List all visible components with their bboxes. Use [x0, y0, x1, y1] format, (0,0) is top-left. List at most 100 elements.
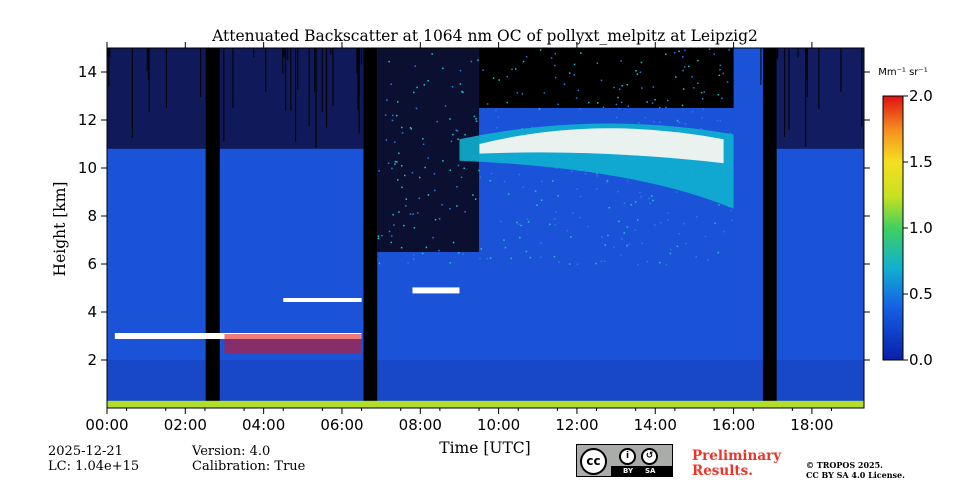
noise-speckle: [621, 84, 623, 87]
noise-speckle: [388, 230, 391, 233]
noise-speckle: [683, 222, 685, 225]
noise-speckle: [392, 114, 394, 117]
noise-speckle: [378, 262, 381, 265]
noise-speckle: [555, 211, 557, 213]
noise-speckle: [541, 180, 543, 183]
noise-speckle: [462, 91, 464, 94]
noise-streak: [294, 48, 297, 142]
noise-speckle: [438, 249, 440, 252]
plot-area: [107, 48, 864, 408]
noise-speckle: [650, 195, 653, 197]
y-tick-label: 14: [78, 63, 97, 81]
noise-speckle: [595, 188, 598, 190]
noise-speckle: [630, 204, 632, 206]
noise-speckle: [595, 262, 597, 265]
no-data-gap: [205, 48, 220, 408]
noise-streak: [777, 48, 779, 58]
noise-speckle: [654, 98, 656, 101]
preliminary-results: Preliminary Results.: [692, 449, 781, 479]
noise-speckle: [403, 224, 405, 227]
preliminary-label: Preliminary: [692, 448, 782, 464]
noise-streak: [148, 48, 150, 112]
elevated-aerosol-layer: [412, 287, 460, 294]
noise-speckle: [510, 257, 512, 260]
noise-speckle: [459, 83, 462, 85]
noise-speckle: [700, 127, 702, 130]
noise-speckle: [416, 86, 418, 89]
noise-speckle: [641, 87, 643, 89]
noise-speckle: [449, 118, 451, 120]
noise-speckle: [463, 167, 465, 170]
noise-speckle: [568, 72, 571, 74]
x-axis-label: Time [UTC]: [439, 439, 530, 457]
noise-speckle: [587, 225, 589, 228]
noise-speckle: [635, 69, 637, 72]
noise-speckle: [551, 180, 554, 182]
noise-streak: [840, 48, 842, 92]
noise-speckle: [482, 69, 484, 71]
upper-noise-evening: [776, 48, 864, 149]
x-axis: 00:00 02:00 04:00 06:00 08:00 10:00 12:00 14:00…: [85, 42, 834, 434]
noise-speckle: [405, 198, 408, 200]
noise-speckle: [455, 129, 458, 131]
noise-speckle: [470, 60, 473, 63]
noise-speckle: [554, 218, 556, 220]
noise-speckle: [615, 116, 618, 119]
noise-speckle: [573, 63, 576, 66]
noise-speckle: [584, 173, 587, 175]
noise-speckle: [627, 105, 630, 108]
noise-speckle: [458, 252, 460, 254]
noise-speckle: [396, 161, 398, 163]
noise-speckle: [588, 101, 590, 104]
noise-speckle: [427, 194, 430, 196]
noise-speckle: [557, 195, 559, 197]
noise-speckle: [678, 232, 680, 235]
noise-speckle: [597, 102, 599, 104]
noise-speckle: [421, 252, 424, 255]
noise-speckle: [386, 99, 388, 101]
noise-speckle: [427, 157, 429, 159]
noise-speckle: [398, 152, 400, 155]
noise-speckle: [693, 87, 695, 89]
noise-speckle: [506, 101, 508, 104]
noise-speckle: [669, 248, 672, 251]
noise-streak: [107, 48, 109, 56]
noise-speckle: [387, 162, 390, 165]
noise-streak: [332, 48, 334, 106]
noise-speckle: [442, 67, 444, 70]
noise-speckle: [489, 179, 492, 182]
share-alike-icon: ↺: [641, 448, 658, 465]
noise-speckle: [438, 218, 441, 220]
x-tick-label: 02:00: [164, 416, 207, 434]
noise-speckle: [620, 254, 622, 256]
noise-speckle: [730, 209, 732, 212]
noise-speckle: [600, 260, 603, 263]
plot-frame: [106, 47, 865, 409]
upper-aerosol-line: [283, 298, 362, 302]
noise-speckle: [577, 89, 580, 92]
noise-speckle: [456, 205, 458, 207]
y-tick-label: 8: [87, 207, 97, 225]
colorbar-tick-label: 1.5: [909, 153, 933, 171]
noise-speckle: [409, 127, 412, 129]
cc-icon: cc: [580, 448, 607, 475]
noise-speckle: [538, 108, 541, 110]
noise-speckle: [516, 92, 519, 94]
noise-speckle: [580, 52, 582, 54]
noise-speckle: [658, 106, 661, 109]
noise-speckle: [422, 143, 425, 146]
noise-speckle: [723, 230, 725, 233]
noise-speckle: [385, 139, 388, 141]
no-data-gaps: [205, 48, 777, 408]
attribution-icon: i: [619, 448, 636, 465]
noise-speckle: [596, 62, 599, 64]
noise-speckle: [525, 55, 528, 58]
noise-speckle: [506, 75, 508, 78]
noise-speckle: [390, 241, 393, 244]
footer-calibration: Calibration: True: [192, 459, 306, 474]
noise-speckle: [401, 132, 404, 134]
noise-speckle: [731, 219, 733, 222]
noise-speckle: [623, 232, 626, 234]
noise-speckle: [479, 176, 482, 178]
x-tick-label: 08:00: [399, 416, 442, 434]
